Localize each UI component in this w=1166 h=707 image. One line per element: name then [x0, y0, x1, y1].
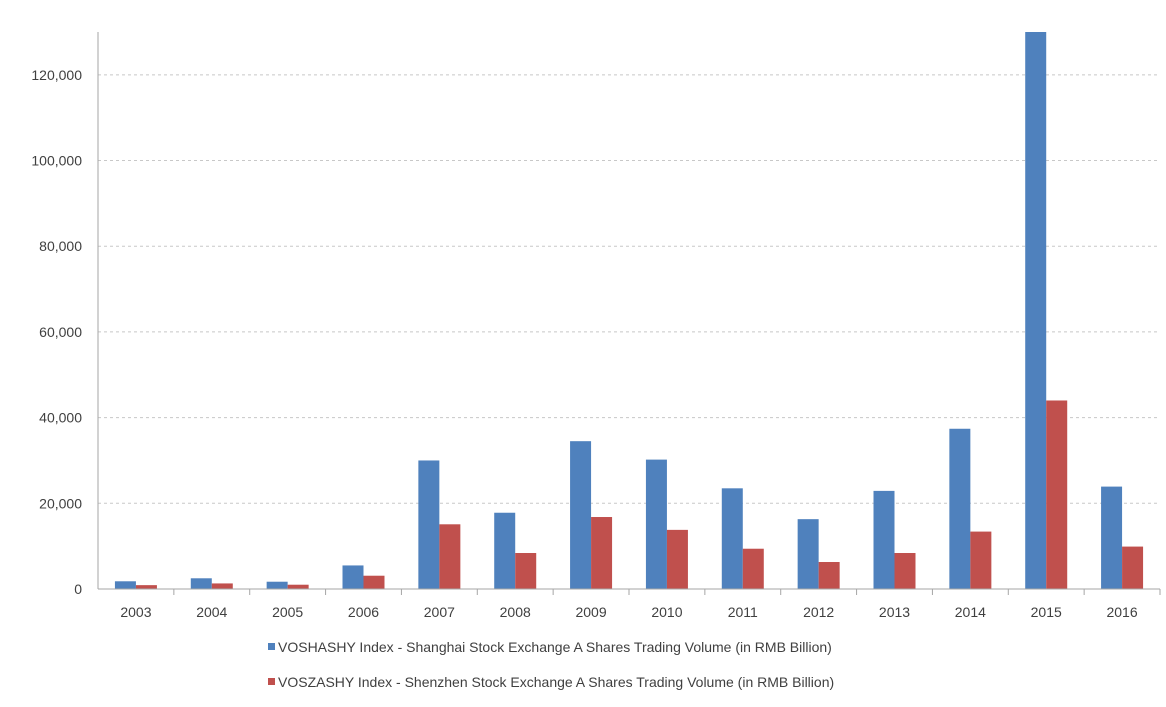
bar-shanghai: [190, 578, 212, 589]
bar-shanghai: [645, 459, 667, 589]
x-tick-label: 2005: [272, 604, 303, 620]
bar-shanghai: [342, 565, 364, 589]
legend-swatch: [268, 678, 275, 685]
bars: [114, 32, 1144, 589]
legend-label: VOSHASHY Index - Shanghai Stock Exchange…: [278, 639, 832, 655]
x-tick-label: 2012: [803, 604, 834, 620]
bar-shanghai: [418, 460, 440, 589]
x-tick-label: 2016: [1106, 604, 1137, 620]
y-tick-label: 100,000: [31, 153, 82, 169]
bar-shenzhen: [970, 531, 992, 589]
bar-shanghai: [797, 519, 819, 589]
bar-shenzhen: [515, 553, 537, 589]
bar-shenzhen: [894, 553, 916, 589]
legend-label: VOSZASHY Index - Shenzhen Stock Exchange…: [278, 674, 834, 690]
bar-shenzhen: [1046, 400, 1068, 589]
bar-shenzhen: [363, 575, 385, 589]
y-tick-label: 0: [74, 581, 82, 597]
x-tick-label: 2006: [348, 604, 379, 620]
bar-shanghai: [1025, 32, 1047, 589]
x-tick-label: 2010: [651, 604, 682, 620]
x-tick-label: 2009: [575, 604, 606, 620]
legend: VOSHASHY Index - Shanghai Stock Exchange…: [268, 639, 834, 690]
bar-shenzhen: [1122, 546, 1144, 589]
y-tick-label: 40,000: [39, 410, 82, 426]
bar-shenzhen: [135, 585, 157, 589]
bar-shanghai: [114, 581, 136, 589]
y-tick-label: 20,000: [39, 495, 82, 511]
x-tick-label: 2004: [196, 604, 227, 620]
gridlines: [98, 74, 1160, 504]
bar-shanghai: [873, 490, 895, 589]
bar-shenzhen: [287, 584, 309, 589]
x-tick-label: 2007: [424, 604, 455, 620]
bar-shanghai: [721, 488, 743, 589]
bar-shanghai: [570, 441, 592, 589]
legend-swatch: [268, 643, 275, 650]
bar-shenzhen: [439, 524, 461, 589]
x-tick-label: 2015: [1031, 604, 1062, 620]
bar-shanghai: [266, 581, 288, 589]
x-tick-label: 2011: [728, 604, 758, 620]
x-tick-label: 2013: [879, 604, 910, 620]
bar-shenzhen: [591, 517, 613, 589]
x-tick-label: 2003: [120, 604, 151, 620]
x-tick-label: 2008: [500, 604, 531, 620]
y-tick-label: 60,000: [39, 324, 82, 340]
bar-shanghai: [1101, 486, 1123, 589]
bar-shenzhen: [666, 529, 688, 589]
bar-shanghai: [494, 512, 516, 589]
bar-shanghai: [949, 428, 971, 589]
bar-shenzhen: [818, 562, 840, 589]
bar-shenzhen: [742, 548, 764, 589]
y-axis: 0 20,000 40,000 60,000 80,000 100,000 120,000: [31, 32, 99, 597]
bar-shenzhen: [211, 583, 233, 589]
x-axis: 2003 2004 2005 2006 2007 2008 2009 2010 2011 2012…: [98, 588, 1161, 620]
y-tick-label: 80,000: [39, 238, 82, 254]
x-tick-label: 2014: [955, 604, 986, 620]
y-tick-label: 120,000: [31, 67, 82, 83]
